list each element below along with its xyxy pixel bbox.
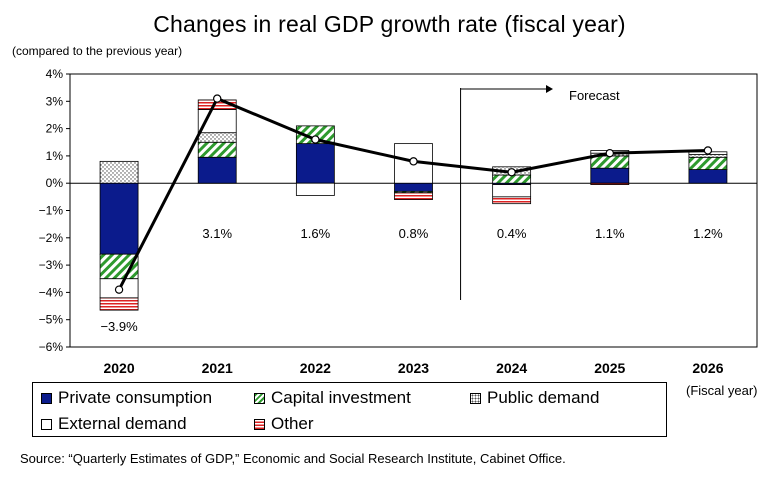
data-label: 1.6%	[301, 226, 331, 241]
bar-private	[394, 182, 433, 192]
legend-item-private: Private consumption	[41, 388, 212, 408]
legend-item-external: External demand	[41, 414, 187, 434]
gdp-growth-point	[703, 146, 713, 155]
external-demand-swatch	[41, 418, 52, 430]
y-tick-label: −4%	[39, 285, 64, 299]
private-consumption-swatch	[41, 392, 52, 404]
bar-capital	[590, 155, 630, 169]
bar-private	[197, 156, 237, 184]
x-tick-label: 2026	[692, 360, 723, 376]
x-tick-label: 2025	[594, 360, 625, 376]
legend-label-public: Public demand	[487, 388, 600, 407]
x-tick-label: 2020	[103, 360, 134, 376]
gdp-growth-point	[605, 148, 614, 158]
y-tick-label: 2%	[46, 122, 64, 136]
bar-external	[295, 182, 335, 196]
source-note: Source: “Quarterly Estimates of GDP,” Ec…	[20, 451, 566, 466]
y-tick-label: 1%	[46, 149, 64, 163]
bar-public	[99, 160, 139, 184]
public-demand-swatch	[470, 392, 481, 404]
chart-legend: Private consumption Capital investment P…	[32, 382, 667, 437]
y-tick-label: −3%	[39, 258, 64, 272]
forecast-arrow-head	[546, 85, 553, 93]
other-swatch	[254, 418, 265, 430]
legend-label-other: Other	[271, 414, 314, 433]
data-label: 1.2%	[693, 226, 723, 241]
gdp-growth-point	[114, 285, 124, 294]
y-tick-label: −2%	[39, 231, 64, 245]
x-axis-note: (Fiscal year)	[686, 383, 758, 398]
plot-frame	[69, 73, 758, 348]
bar-other	[394, 192, 433, 200]
data-label: 1.1%	[595, 226, 625, 241]
bar-public	[688, 154, 728, 158]
legend-item-capital: Capital investment	[254, 388, 411, 408]
data-label: 3.1%	[202, 226, 232, 241]
gdp-growth-point	[507, 168, 516, 177]
bar-private	[99, 182, 139, 255]
y-tick-label: 3%	[46, 94, 64, 108]
data-label: 0.8%	[399, 226, 429, 241]
legend-label-capital: Capital investment	[271, 388, 411, 407]
bar-external	[492, 184, 532, 198]
y-tick-label: −5%	[39, 313, 64, 327]
bar-other	[492, 196, 532, 205]
capital-investment-swatch	[254, 392, 265, 404]
y-axis-note: (compared to the previous year)	[12, 44, 183, 58]
x-tick-label: 2021	[202, 360, 233, 376]
forecast-label: Forecast	[569, 88, 620, 103]
x-tick-label: 2024	[496, 360, 527, 376]
chart-title: Changes in real GDP growth rate (fiscal …	[153, 11, 626, 37]
legend-item-other: Other	[254, 414, 314, 434]
y-tick-label: 0%	[46, 176, 64, 190]
gdp-growth-point	[213, 94, 222, 103]
bar-other	[590, 182, 630, 185]
legend-label-external: External demand	[58, 414, 187, 433]
x-tick-label: 2022	[300, 360, 331, 376]
data-label: 0.4%	[497, 226, 527, 241]
y-tick-label: −1%	[39, 204, 64, 218]
bar-capital	[197, 141, 237, 158]
gdp-growth-point	[409, 157, 418, 166]
y-tick-label: −6%	[39, 340, 64, 354]
gdp-growth-point	[311, 135, 320, 144]
bar-private	[590, 167, 630, 184]
x-tick-label: 2023	[398, 360, 429, 376]
bar-private	[688, 169, 728, 184]
y-tick-label: 4%	[46, 67, 64, 81]
bar-public	[197, 132, 237, 143]
bar-private	[295, 143, 335, 184]
bar-external	[197, 109, 237, 134]
bar-other	[99, 297, 139, 311]
legend-label-private: Private consumption	[58, 388, 213, 407]
bar-capital	[688, 156, 728, 170]
data-label: −3.9%	[100, 319, 138, 334]
legend-item-public: Public demand	[470, 388, 599, 408]
